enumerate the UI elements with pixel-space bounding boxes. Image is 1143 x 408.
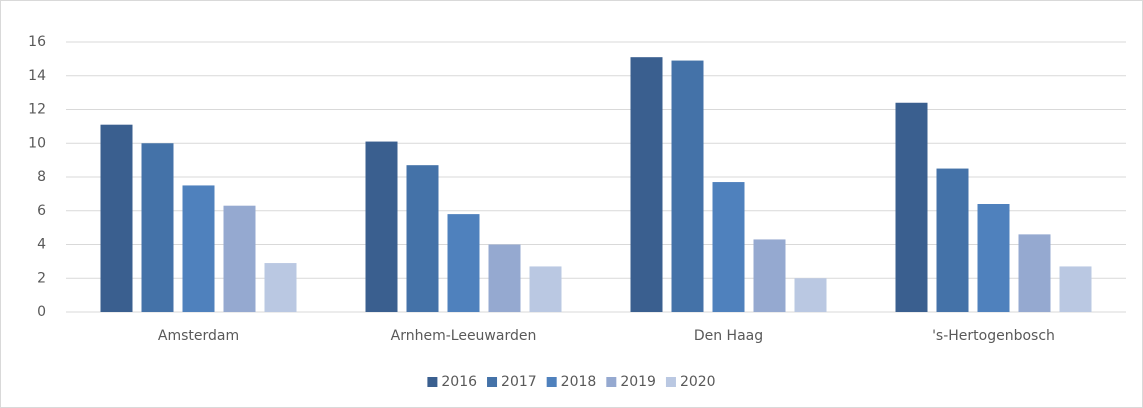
legend-label: 2017 [501, 374, 537, 390]
bar [223, 205, 256, 312]
bar [447, 214, 480, 312]
legend-swatch [427, 377, 438, 387]
y-tick-label: 8 [37, 169, 46, 185]
bar [182, 185, 215, 312]
bar [488, 244, 521, 312]
legend-label: 2019 [620, 374, 656, 390]
y-tick-label: 12 [28, 102, 46, 118]
x-tick-label: Den Haag [694, 328, 763, 344]
y-tick-label: 14 [28, 68, 46, 84]
y-tick-label: 10 [28, 135, 46, 151]
legend-swatch [546, 377, 557, 387]
legend-label: 2018 [561, 374, 597, 390]
bar [1018, 234, 1051, 312]
bar [365, 141, 398, 312]
bar [753, 239, 786, 312]
bar [529, 266, 562, 312]
bar [1059, 266, 1092, 312]
bar [406, 165, 439, 312]
legend-label: 2020 [680, 374, 716, 390]
legend-swatch [665, 377, 676, 387]
bar [100, 124, 133, 312]
bar [630, 57, 663, 312]
bar [264, 263, 297, 312]
bar [712, 182, 745, 312]
bar [977, 204, 1010, 312]
x-tick-label: Arnhem-Leeuwarden [391, 328, 537, 344]
x-tick-label: 's-Hertogenbosch [932, 328, 1055, 344]
bar [141, 143, 174, 312]
y-tick-label: 2 [37, 270, 46, 286]
legend-swatch [606, 377, 617, 387]
bar [671, 60, 704, 312]
y-tick-label: 0 [37, 304, 46, 320]
bar [794, 278, 827, 312]
y-tick-label: 4 [37, 237, 46, 253]
bar [936, 168, 969, 312]
x-tick-label: Amsterdam [158, 328, 239, 344]
bar [895, 102, 928, 312]
y-tick-label: 16 [28, 34, 46, 50]
legend-swatch [487, 377, 498, 387]
y-tick-label: 6 [37, 203, 46, 219]
legend-label: 2016 [441, 374, 477, 390]
